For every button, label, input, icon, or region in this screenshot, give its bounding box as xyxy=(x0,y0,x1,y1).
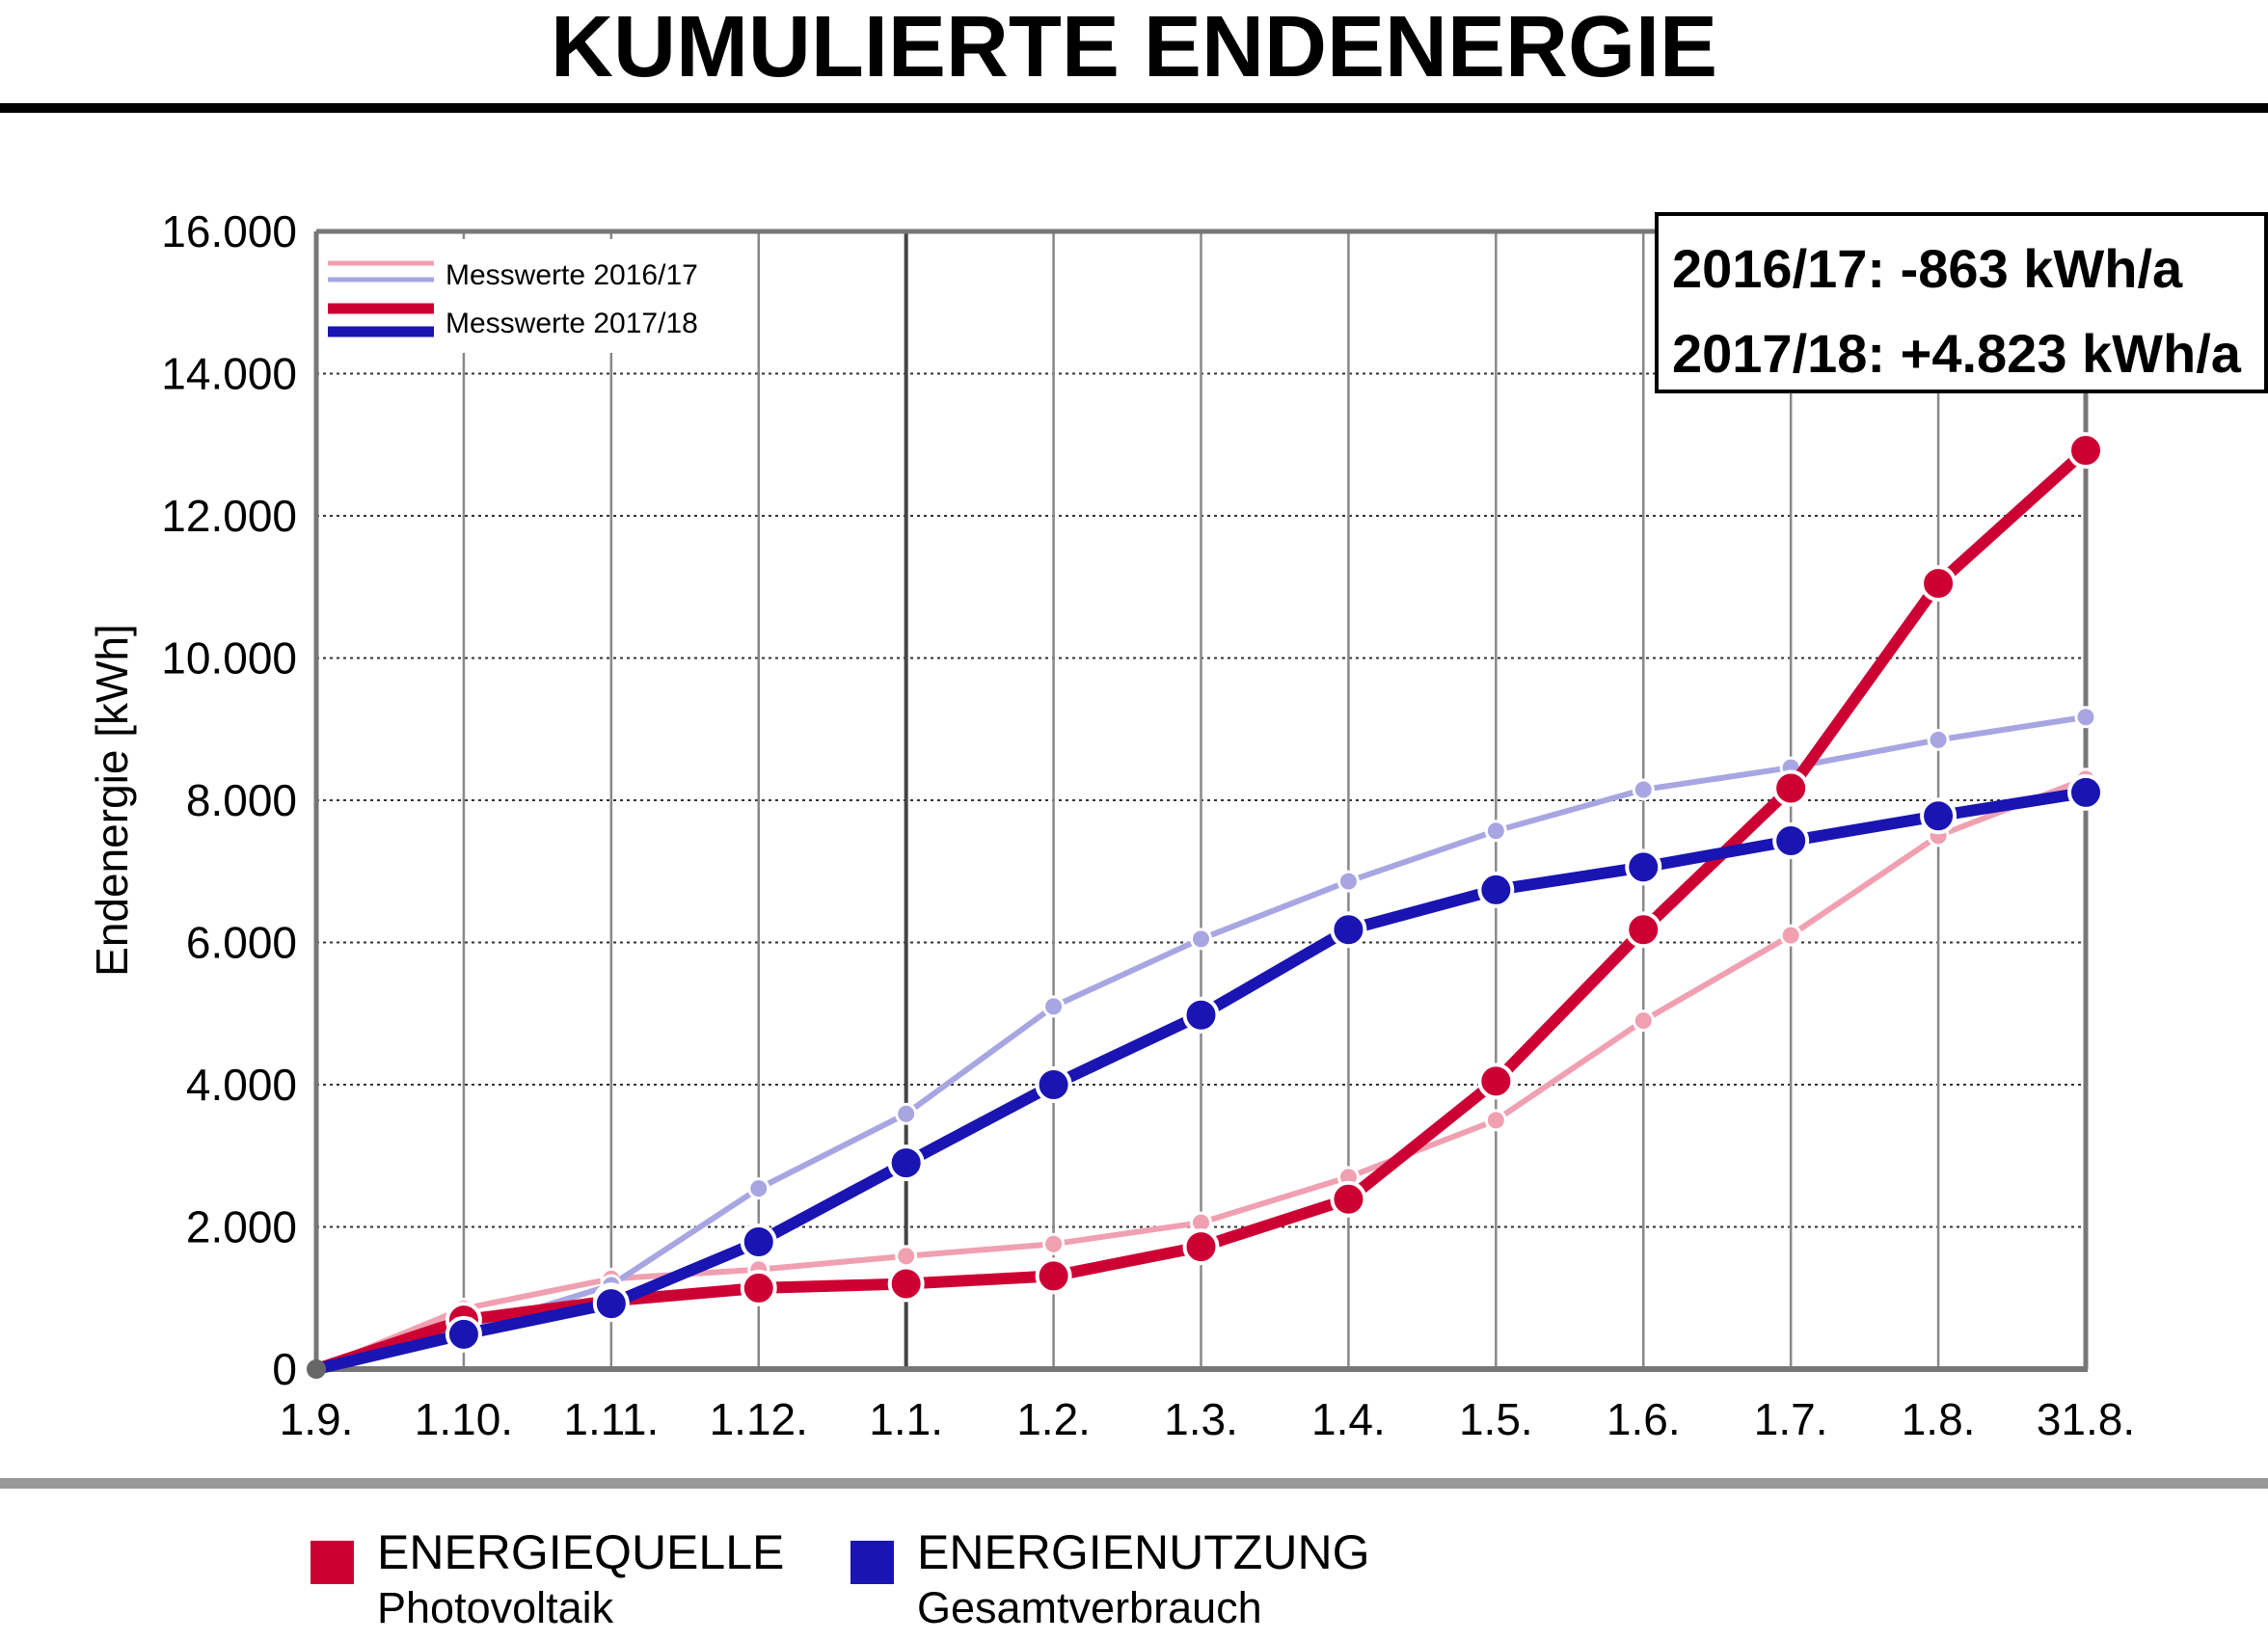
data-point xyxy=(747,1177,770,1200)
y-tick-label: 10.000 xyxy=(161,633,297,684)
x-tick-label: 1.9. xyxy=(280,1394,354,1444)
data-point xyxy=(1772,822,1810,860)
data-point xyxy=(1625,911,1662,949)
data-point xyxy=(1477,1063,1515,1100)
top-divider xyxy=(0,103,2268,113)
data-point xyxy=(1035,1257,1072,1295)
data-point xyxy=(740,1223,777,1260)
data-point xyxy=(1927,728,1950,751)
data-point xyxy=(1182,1228,1220,1266)
y-tick-label: 12.000 xyxy=(161,491,297,541)
x-tick-label: 1.10. xyxy=(415,1394,513,1444)
y-tick-label: 14.000 xyxy=(161,349,297,399)
x-tick-label: 1.8. xyxy=(1902,1394,1976,1444)
x-tick-label: 1.2. xyxy=(1016,1394,1091,1444)
data-point xyxy=(1484,1109,1507,1132)
annotation-frame xyxy=(1655,212,2268,393)
data-point xyxy=(1042,995,1066,1018)
data-point xyxy=(1477,871,1515,908)
data-point xyxy=(1632,1009,1655,1033)
annotation-line: 2017/18: +4.823 kWh/a xyxy=(1672,323,2242,384)
energienutzung-label: ENERGIENUTZUNG xyxy=(917,1525,1370,1579)
y-tick-label: 4.000 xyxy=(186,1060,297,1110)
data-point xyxy=(895,1245,918,1268)
legend-label-2016-17: Messwerte 2016/17 xyxy=(446,259,698,291)
data-point xyxy=(1042,1232,1066,1255)
x-tick-label: 1.11. xyxy=(563,1394,659,1444)
y-axis-label: Endenergie [kWh] xyxy=(87,624,137,977)
energiequelle-label: ENERGIEQUELLE xyxy=(377,1525,785,1579)
data-point xyxy=(1484,820,1507,843)
data-point xyxy=(1920,797,1958,835)
data-point xyxy=(887,1144,925,1182)
y-tick-label: 16.000 xyxy=(161,206,297,256)
data-point xyxy=(2074,706,2097,729)
x-tick-label: 1.7. xyxy=(1754,1394,1828,1444)
data-point xyxy=(1632,778,1655,801)
x-tick-label: 1.6. xyxy=(1606,1394,1681,1444)
y-tick-label: 2.000 xyxy=(186,1202,297,1252)
annotation-box: 2016/17: -863 kWh/a 2017/18: +4.823 kWh/a xyxy=(1655,212,2268,393)
x-tick-label: 1.1. xyxy=(869,1394,943,1444)
data-point xyxy=(1330,1180,1367,1218)
x-tick-label: 1.3. xyxy=(1164,1394,1238,1444)
chart-legend: Messwerte 2016/17 Messwerte 2017/18 xyxy=(321,239,736,353)
energienutzung-swatch xyxy=(850,1541,894,1584)
origin-point xyxy=(307,1359,326,1379)
data-point xyxy=(1779,924,1802,947)
data-point xyxy=(2067,773,2104,811)
data-point xyxy=(1330,911,1367,949)
x-tick-label: 31.8. xyxy=(2037,1394,2135,1444)
bottom-divider xyxy=(0,1478,2268,1489)
x-tick-label: 1.4. xyxy=(1311,1394,1386,1444)
data-point xyxy=(445,1315,482,1353)
x-tick-label: 1.5. xyxy=(1459,1394,1533,1444)
data-point xyxy=(1336,870,1360,893)
page-title: KUMULIERTE ENDENERGIE xyxy=(550,0,1718,95)
y-tick-label: 0 xyxy=(272,1344,297,1394)
chart-grid xyxy=(316,230,2086,1369)
energienutzung-sublabel: Gesamtverbrauch xyxy=(917,1583,1262,1632)
energiequelle-sublabel: Photovoltaik xyxy=(377,1583,614,1632)
x-tick-label: 1.12. xyxy=(710,1394,808,1444)
y-tick-label: 8.000 xyxy=(186,775,297,825)
data-point xyxy=(1182,996,1220,1034)
data-point xyxy=(2067,432,2104,470)
y-tick-label: 6.000 xyxy=(186,918,297,968)
chart-series xyxy=(307,432,2104,1379)
data-point xyxy=(1190,928,1212,951)
data-point xyxy=(592,1285,630,1323)
data-point xyxy=(887,1265,925,1303)
data-point xyxy=(740,1269,777,1306)
data-point xyxy=(1035,1066,1072,1103)
data-point xyxy=(1772,769,1810,807)
data-point xyxy=(1920,565,1958,603)
data-point xyxy=(895,1102,918,1125)
energiequelle-swatch xyxy=(310,1541,354,1584)
legend-label-2017-18: Messwerte 2017/18 xyxy=(446,308,698,339)
annotation-line: 2016/17: -863 kWh/a xyxy=(1672,238,2183,299)
data-point xyxy=(1625,848,1662,886)
